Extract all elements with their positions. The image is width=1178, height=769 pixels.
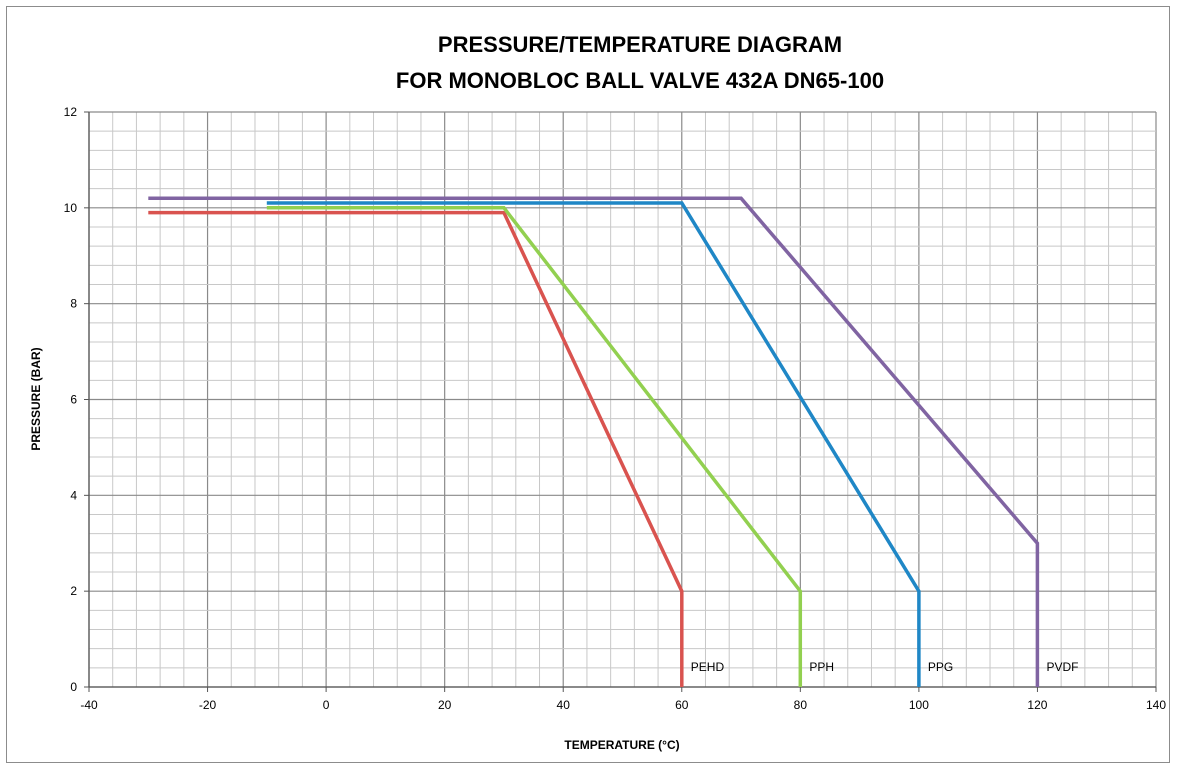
x-tick-label: 120 [1027, 698, 1047, 712]
series-label-pvdf: PVDF [1046, 660, 1078, 674]
x-tick-label: 0 [323, 698, 330, 712]
series-label-pehd: PEHD [691, 660, 725, 674]
x-tick-label: -40 [80, 698, 98, 712]
series-labels: PEHD PPH PPG PVDF [691, 660, 1079, 674]
y-axis-title: PRESSURE (BAR) [29, 347, 43, 450]
x-tick-label: 40 [557, 698, 571, 712]
y-tick-label: 4 [70, 488, 77, 502]
x-axis-title: TEMPERATURE (°C) [564, 738, 679, 752]
series-label-ppg: PPG [928, 660, 953, 674]
series-line-pehd [148, 213, 682, 687]
x-tick-label: 100 [909, 698, 929, 712]
series-line-ppg [267, 203, 919, 687]
series-label-pph: PPH [809, 660, 834, 674]
tick-labels: -40 -20 0 20 40 60 80 100 120 140 0 2 4 6 8 10 12 [64, 105, 1167, 712]
series-line-pvdf [148, 198, 1037, 687]
x-tick-label: 60 [675, 698, 689, 712]
chart-title: PRESSURE/TEMPERATURE DIAGRAM [438, 32, 842, 57]
series-group [148, 198, 1037, 687]
chart-subtitle: FOR MONOBLOC BALL VALVE 432A DN65-100 [396, 68, 884, 93]
y-tick-label: 12 [64, 105, 78, 119]
x-tick-label: 140 [1146, 698, 1166, 712]
y-tick-label: 0 [70, 680, 77, 694]
x-tick-label: 20 [438, 698, 452, 712]
y-tick-label: 10 [64, 201, 78, 215]
x-tick-label: 80 [794, 698, 808, 712]
y-tick-label: 8 [70, 297, 77, 311]
x-tick-label: -20 [199, 698, 217, 712]
y-tick-label: 2 [70, 584, 77, 598]
y-tick-label: 6 [70, 393, 77, 407]
